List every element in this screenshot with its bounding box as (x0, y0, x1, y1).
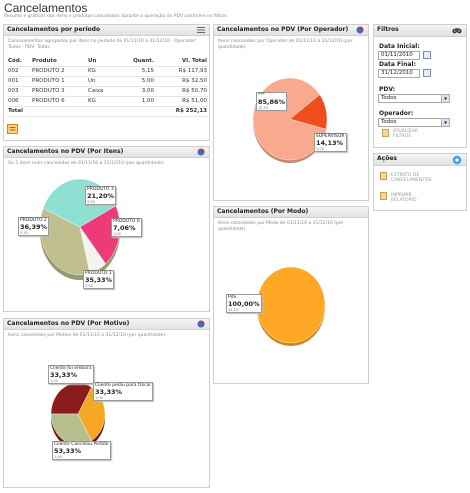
cell-un: KG (87, 96, 117, 107)
data-inicial-field[interactable]: 01/11/2010 (378, 51, 420, 60)
cell-total: R$ 32,50 (155, 76, 208, 87)
acoes-panel: Ações (373, 153, 467, 211)
acoes-panel-header: Ações (374, 154, 466, 166)
refresh-icon[interactable] (382, 129, 389, 137)
col-header-produto: Produto (31, 56, 87, 67)
cell-produto: PRODUTO 6 (31, 96, 87, 107)
chevron-down-icon[interactable]: ▼ (441, 119, 449, 126)
table-row[interactable]: 001 PRODUTO 1 Un 5,00 R$ 32,50 (7, 76, 208, 87)
page-title: Cancelamentos (4, 1, 88, 15)
print-icon[interactable] (380, 192, 387, 200)
total-value: R$ 252,13 (155, 106, 208, 117)
col-header-quant: Quant. (117, 56, 155, 67)
cell-total: R$ 50,70 (155, 86, 208, 97)
periodo-panel-header: Cancelamentos por período (4, 25, 209, 36)
pie-chart-icon[interactable] (196, 320, 206, 328)
chevron-down-icon[interactable]: ▼ (441, 95, 449, 102)
itens-label-produto-6: PRODUTO 6 7,06% 1,00 (111, 218, 142, 237)
pdv-label: PDV: (379, 86, 396, 93)
periodo-table: Cód. Produto Un Quant. Vl. Total 002 PRO… (7, 56, 208, 117)
modo-panel-title: Cancelamentos (Por Modo) (217, 208, 309, 215)
periodo-description: Cancelamentos agrupados por itens no per… (8, 39, 197, 50)
cell-total: R$ 117,93 (155, 66, 208, 77)
pdv-select-value: Todos (381, 95, 397, 101)
motivo-label-trocar: Cliente pediu para trocar 33,33% 1,00 (93, 382, 154, 401)
calendar-icon[interactable] (423, 51, 431, 59)
periodo-panel-title: Cancelamentos por período (7, 26, 101, 33)
cell-total: R$ 51,00 (155, 96, 208, 107)
total-label: Total (7, 106, 31, 117)
extrato-link[interactable]: EXTRATO DE CANCELAMENTOS (391, 173, 432, 183)
filtros-panel-header: Filtros (374, 25, 466, 37)
cell-quant: 5,15 (117, 66, 155, 77)
operador-description: Itens cancelados por Operador de 01/11/1… (218, 39, 353, 50)
cell-produto: PRODUTO 1 (31, 76, 87, 87)
cell-cod: 006 (7, 96, 31, 107)
motivo-description: Itens cancelados por Motivo de 01/11/10 … (8, 333, 167, 338)
data-final-field[interactable]: 31/12/2010 (378, 69, 420, 78)
acoes-panel-title: Ações (377, 155, 397, 162)
motivo-panel-title: Cancelamentos no PDV (Por Motivo) (7, 320, 130, 327)
atualizar-filtros-link[interactable]: ATUALIZAR FILTROS (393, 129, 418, 139)
table-row[interactable]: 003 PRODUTO 3 Caixa 3,00 R$ 50,70 (7, 86, 208, 97)
table-total-row: Total R$ 252,13 (7, 106, 208, 117)
cell-cod: 003 (7, 86, 31, 97)
filtros-panel-title: Filtros (377, 26, 399, 33)
itens-label-produto-2: PRODUTO 2 36,39% 5,15 (18, 217, 50, 236)
operador-label-supervisor: SUPERVISOR 14,13% 2,00 (314, 133, 347, 152)
cell-un: Un (87, 76, 117, 87)
pie-slice-supervisor[interactable] (289, 94, 328, 130)
cell-cod: 001 (7, 76, 31, 87)
binoculars-icon (452, 28, 462, 34)
cell-produto: PRODUTO 3 (31, 86, 87, 97)
motivo-panel-header: Cancelamentos no PDV (Por Motivo) (4, 319, 209, 330)
operador-label-asterisks: *** 85,86% 12,15 (256, 92, 288, 111)
modo-label-pdv: Pdv 100,00% 14,15 (226, 294, 262, 313)
data-final-label: Data Final: (379, 61, 416, 68)
itens-pie-chart (39, 178, 121, 280)
col-header-cod: Cód. (7, 56, 31, 67)
operador-panel-header: Cancelamentos no PDV (Por Operador) (214, 25, 368, 36)
cell-un: Caixa (87, 86, 117, 97)
itens-label-produto-1: PRODUTO 1 35,33% 5,00 (83, 270, 115, 289)
pie-slice-pdv[interactable] (256, 266, 326, 344)
operador-label: Operador: (379, 110, 414, 117)
pie-chart-icon[interactable] (355, 26, 365, 34)
operador-panel-title: Cancelamentos no PDV (Por Operador) (217, 26, 349, 33)
cell-cod: 002 (7, 66, 31, 77)
export-icon[interactable] (7, 124, 18, 134)
motivo-label-embora: Cliente foi embora 33,33% 1,00 (48, 365, 94, 384)
operador-select-value: Todos (381, 119, 397, 125)
cell-quant: 1,00 (117, 96, 155, 107)
pie-slice-cliente-foi-embora[interactable] (50, 382, 92, 415)
cell-quant: 5,00 (117, 76, 155, 87)
document-icon[interactable] (380, 172, 387, 180)
filtros-panel: Filtros (373, 24, 467, 148)
col-header-total: Vl. Total (155, 56, 208, 67)
cell-produto: PRODUTO 2 (31, 66, 87, 77)
modo-pie-chart (256, 266, 326, 346)
table-row[interactable]: 002 PRODUTO 2 KG 5,15 R$ 117,93 (7, 66, 208, 77)
cell-un: KG (87, 66, 117, 77)
table-row[interactable]: 006 PRODUTO 6 KG 1,00 R$ 51,00 (7, 96, 208, 107)
pie-chart-icon[interactable] (196, 148, 206, 156)
calendar-icon[interactable] (423, 69, 431, 77)
itens-label-produto-3: PRODUTO 3 21,20% 3,00 (85, 186, 117, 205)
col-header-un: Un (87, 56, 117, 67)
modo-panel-header: Cancelamentos (Por Modo) (214, 207, 368, 218)
itens-panel-header: Cancelamentos no PDV (Por Itens) (4, 147, 209, 158)
modo-description: Itens cancelados por Modo de 01/11/10 a … (218, 221, 344, 232)
itens-panel-title: Cancelamentos no PDV (Por Itens) (7, 148, 124, 155)
table-header-row: Cód. Produto Un Quant. Vl. Total (7, 56, 208, 67)
gear-icon (452, 155, 462, 165)
pdv-select[interactable]: Todos ▼ (378, 94, 450, 103)
cell-quant: 3,00 (117, 86, 155, 97)
data-inicial-label: Data Inicial: (379, 43, 420, 50)
page-subtitle: Resumo e gráficos dos itens e produtos c… (4, 14, 228, 19)
imprimir-link[interactable]: IMPRIMIR RELATÓRIO (391, 193, 417, 203)
operador-select[interactable]: Todos ▼ (378, 118, 450, 127)
itens-description: Os 5 itens mais cancelados de 01/11/10 a… (8, 161, 165, 166)
motivo-label-cancelou: Cliente Cancelou Pedido 53,33% 1,00 (52, 441, 111, 460)
menu-icon[interactable] (196, 26, 206, 34)
